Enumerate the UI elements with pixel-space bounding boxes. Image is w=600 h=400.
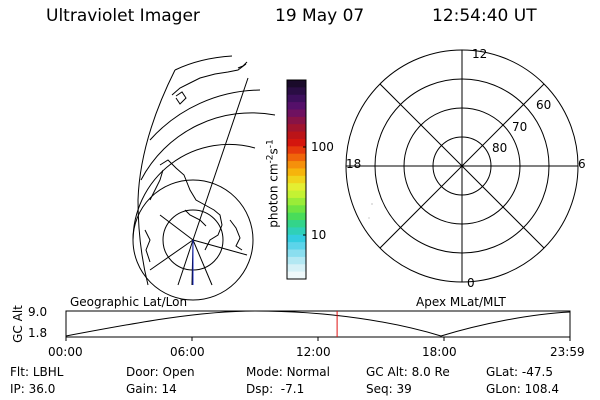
- colorbar-cell: [287, 124, 306, 133]
- colorbar-cell: [287, 249, 306, 258]
- colorbar: [286, 79, 307, 280]
- colorbar-cell: [287, 138, 306, 147]
- colorbar-cell: [287, 153, 306, 162]
- instrument-title: Ultraviolet Imager: [46, 6, 200, 26]
- colorbar-cell: [287, 109, 306, 118]
- timeline-plot: [65, 310, 571, 341]
- gc-alt-status: GC Alt: 8.0 Re: [366, 365, 450, 379]
- mode-status: Mode: Normal: [246, 365, 330, 379]
- coastline-2: [175, 91, 187, 105]
- dsp-status: Dsp: -7.1: [246, 382, 305, 396]
- timeline-frame: [65, 310, 571, 338]
- geographic-map: [132, 55, 276, 301]
- timeline-right-label: Apex MLat/MLT: [416, 295, 506, 309]
- gain-status: Gain: 14: [126, 382, 177, 396]
- altitude-curve: [65, 310, 571, 337]
- meridian-5: [159, 214, 194, 241]
- coastline-8: [237, 61, 248, 69]
- timeline-axis-label: GC Alt: [11, 305, 25, 343]
- y-tick-label-1-8: 1.8: [28, 326, 48, 340]
- coastline-1: [171, 63, 247, 96]
- colorbar-cell: [287, 264, 306, 273]
- colorbar-cell: [287, 242, 306, 251]
- y-tick-label-9: 9.0: [28, 305, 48, 319]
- x-tick-label-1200: 12:00: [296, 345, 331, 359]
- fov-line-2: [192, 239, 213, 286]
- meridian-1: [192, 77, 249, 241]
- x-tick-label-1800: 18:00: [422, 345, 457, 359]
- meridian-3: [192, 239, 248, 256]
- colorbar-tick-label-100: 100: [311, 140, 334, 154]
- colorbar-cell: [287, 168, 306, 177]
- ip-status: IP: 36.0: [10, 382, 56, 396]
- glat-status: GLat: -47.5: [486, 365, 553, 379]
- meridian-2: [149, 239, 194, 271]
- coastline-7: [144, 229, 151, 263]
- colorbar-cell: [287, 94, 306, 103]
- flt-status: Flt: LBHL: [10, 365, 64, 379]
- polar-plot: [345, 49, 579, 283]
- faint-dot: [368, 217, 370, 219]
- colorbar-cell: [287, 116, 306, 125]
- colorbar-cell: [287, 131, 306, 140]
- lat-label-70: 70: [512, 120, 528, 134]
- lat-circle-5: [149, 89, 261, 141]
- coastline-6: [184, 209, 207, 227]
- faint-dot: [371, 203, 373, 205]
- colorbar-cell: [287, 234, 306, 243]
- colorbar-cell: [287, 271, 306, 280]
- time-label: 12:54:40 UT: [432, 6, 537, 26]
- mlt-label-18: 18: [346, 157, 362, 171]
- colorbar-cell: [287, 161, 306, 169]
- colorbar-cell: [287, 212, 306, 221]
- mlt-label-0: 0: [467, 276, 475, 290]
- colorbar-cell: [287, 80, 306, 88]
- colorbar-cell: [287, 256, 306, 265]
- colorbar-label: photon cm-2s-1: [265, 139, 281, 228]
- colorbar-border: [286, 79, 307, 280]
- lat-circle-3: [132, 143, 256, 241]
- seq-status: Seq: 39: [366, 382, 412, 396]
- coastline-4: [149, 169, 164, 201]
- lat-label-80: 80: [492, 141, 508, 155]
- lat-circle-4: [140, 112, 276, 181]
- mlt-label-6: 6: [578, 157, 586, 171]
- timeline-left-label: Geographic Lat/Lon: [70, 295, 188, 309]
- colorbar-cell: [287, 227, 306, 236]
- colorbar-cell: [287, 190, 306, 199]
- colorbar-tick-label-10: 10: [311, 228, 327, 242]
- coastline-5: [229, 219, 243, 251]
- lat-label-60: 60: [536, 98, 552, 112]
- mlt-diagonal-2: [379, 83, 545, 249]
- door-status: Door: Open: [126, 365, 195, 379]
- colorbar-cell: [287, 183, 306, 192]
- coastline-3: [159, 159, 223, 251]
- mlt-label-12: 12: [472, 47, 488, 61]
- colorbar-cell: [287, 87, 306, 96]
- x-tick-label-0000: 00:00: [48, 345, 83, 359]
- fov-line-1: [177, 239, 194, 286]
- colorbar-cell: [287, 220, 306, 228]
- glon-status: GLon: 108.4: [486, 382, 559, 396]
- date-label: 19 May 07: [275, 6, 365, 26]
- colorbar-cell: [287, 102, 306, 110]
- earth-limb: [137, 69, 176, 286]
- x-tick-label-0600: 06:00: [170, 345, 205, 359]
- colorbar-cell: [287, 197, 306, 206]
- earth-limb-top: [174, 55, 233, 71]
- colorbar-cell: [287, 146, 306, 155]
- x-tick-label-2359: 23:59: [550, 345, 585, 359]
- colorbar-cell: [287, 175, 306, 184]
- colorbar-cell: [287, 205, 306, 214]
